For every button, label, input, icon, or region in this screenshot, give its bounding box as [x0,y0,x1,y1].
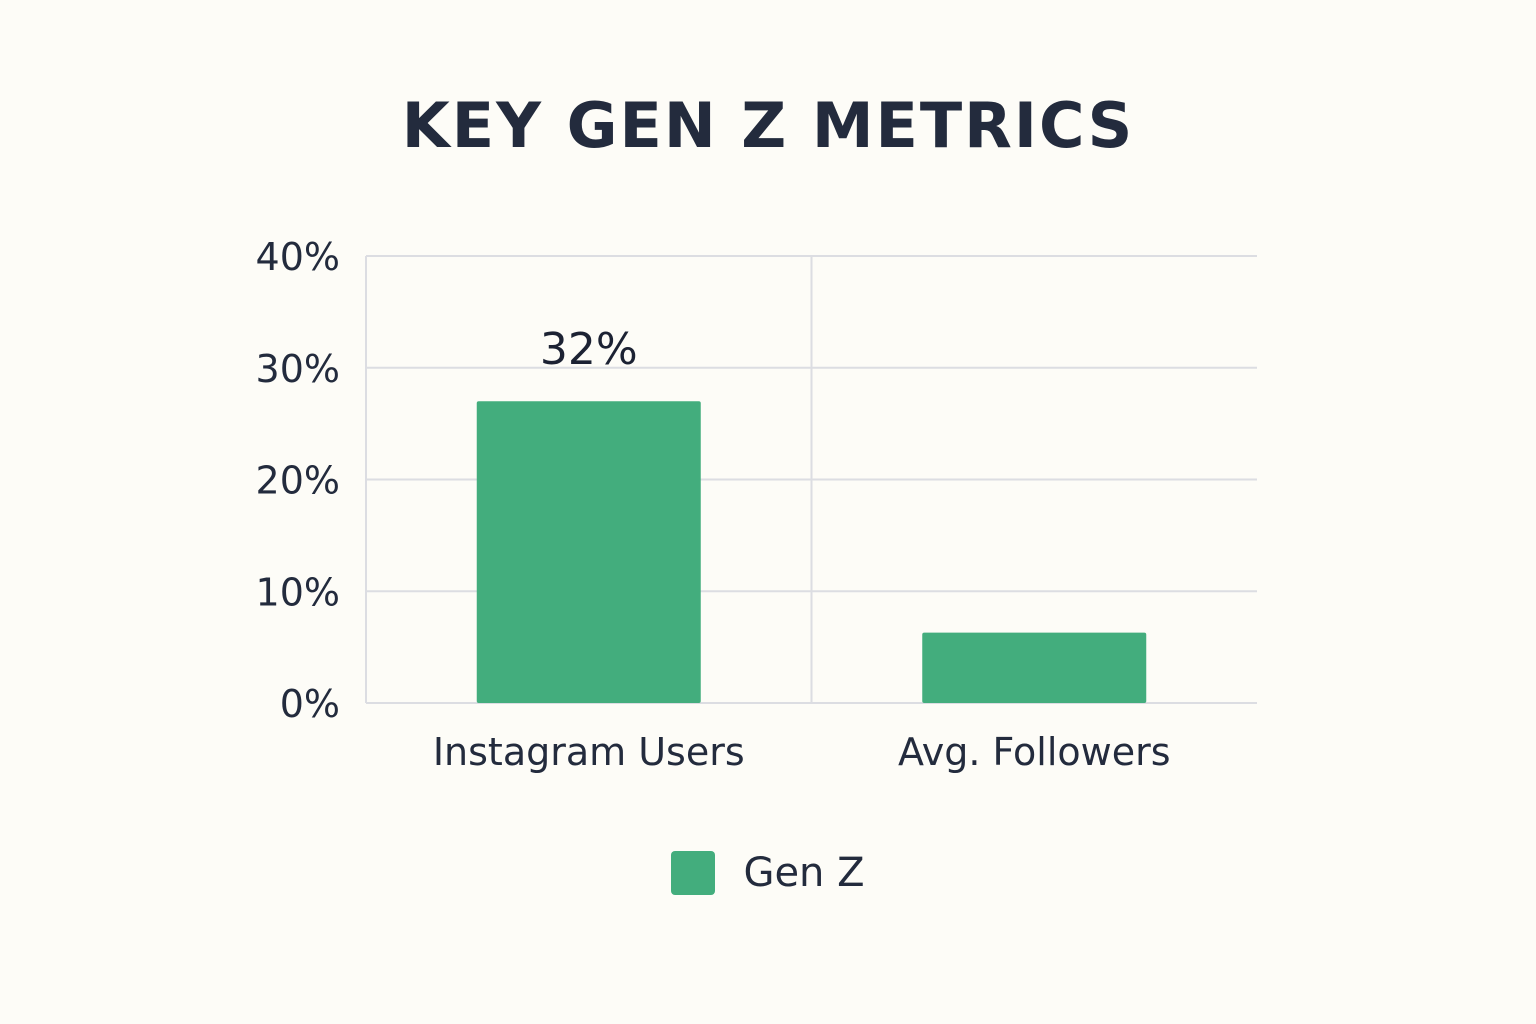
data-label: 32% [540,324,638,375]
x-tick-label: Instagram Users [433,730,745,774]
y-tick-label: 10% [256,570,340,614]
x-tick-label: Avg. Followers [898,730,1171,774]
y-tick-label: 20% [256,459,340,503]
bar [922,632,1147,703]
bar-layer [476,401,1147,703]
legend-swatch [671,851,716,895]
y-tick-label: 0% [280,682,340,726]
chart-title: KEY GEN Z METRICS [401,89,1135,162]
y-tick-label: 40% [256,235,340,279]
label-layer: 0% 10% 20% 30% 40% Instagram Users 32% Avg. Fol… [256,235,1171,774]
legend: Gen Z [0,848,1536,898]
legend-item[interactable]: Gen Z [671,850,865,896]
legend-label: Gen Z [743,850,865,896]
bar [476,401,701,703]
y-tick-label: 30% [256,347,340,391]
